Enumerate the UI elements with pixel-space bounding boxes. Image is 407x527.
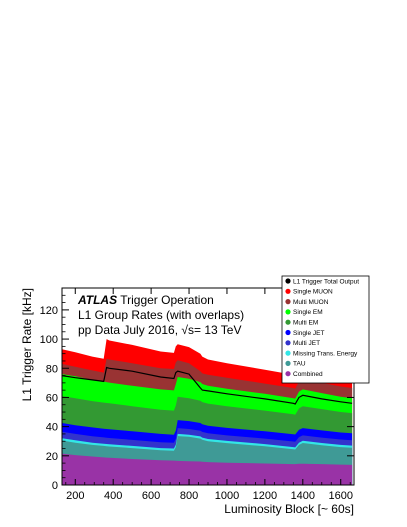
legend-item-single-jet: Single JET bbox=[285, 330, 324, 337]
legend-label: TAU bbox=[293, 361, 306, 368]
legend-item-combined: Combined bbox=[285, 371, 323, 378]
legend-item-single-em: Single EM bbox=[285, 309, 323, 316]
y-tick-label: 100 bbox=[40, 334, 58, 346]
y-tick-label: 40 bbox=[46, 422, 58, 434]
legend-marker bbox=[285, 288, 291, 294]
x-tick-label: 600 bbox=[142, 490, 160, 502]
x-tick-label: 800 bbox=[180, 490, 198, 502]
legend-label: Multi MUON bbox=[293, 299, 329, 306]
x-tick-label: 1600 bbox=[328, 490, 352, 502]
legend-item-missing-trans-energy: Missing Trans. Energy bbox=[285, 350, 358, 357]
atlas-annotation: ATLAS Trigger Operation L1 Group Rates (… bbox=[77, 293, 244, 337]
stacked-areas bbox=[62, 339, 353, 485]
y-tick-label: 20 bbox=[46, 451, 58, 463]
legend-item-tau: TAU bbox=[285, 360, 306, 368]
annotation-line1: Trigger Operation bbox=[117, 293, 214, 307]
x-tick-label: 200 bbox=[66, 490, 84, 502]
x-tick-label: 1000 bbox=[215, 490, 239, 502]
atlas-brand: ATLAS bbox=[77, 293, 117, 307]
legend-marker bbox=[285, 278, 291, 284]
legend-marker bbox=[285, 329, 291, 336]
legend-item-multi-muon: Multi MUON bbox=[285, 299, 329, 306]
legend-item-multi-em: Multi EM bbox=[285, 320, 318, 327]
legend-marker bbox=[285, 309, 291, 315]
legend-label: Combined bbox=[293, 371, 323, 378]
legend-marker bbox=[285, 350, 291, 356]
legend-label: L1 Trigger Total Output bbox=[293, 278, 359, 285]
legend-marker bbox=[285, 360, 291, 366]
legend-marker bbox=[285, 340, 291, 346]
line-l1-trigger-total-output bbox=[61, 366, 353, 405]
total-output-line-layer bbox=[61, 366, 353, 405]
legend: L1 Trigger Total Output Single MUON Multi … bbox=[281, 275, 370, 384]
y-axis-title: L1 Trigger Rate [kHz] bbox=[20, 288, 34, 401]
legend-label: Single JET bbox=[293, 330, 324, 337]
x-axis: 200 400 600 800 1000 1200 1400 1600 bbox=[65, 288, 353, 502]
x-tick-label: 1400 bbox=[291, 490, 315, 502]
y-tick-label: 60 bbox=[46, 392, 58, 404]
legend-marker bbox=[285, 299, 291, 305]
annotation-line3: pp Data July 2016, √s= 13 TeV bbox=[78, 323, 241, 337]
legend-label: Single MUON bbox=[293, 289, 333, 296]
x-axis-title: Luminosity Block [~ 60s] bbox=[224, 502, 354, 516]
legend-item-l1-trigger-total-output: L1 Trigger Total Output bbox=[285, 278, 359, 285]
legend-item-multi-jet: Multi JET bbox=[285, 340, 320, 347]
area-combined bbox=[62, 453, 353, 485]
x-tick-label: 400 bbox=[104, 490, 122, 502]
legend-label: Missing Trans. Energy bbox=[293, 350, 358, 357]
y-tick-label: 0 bbox=[52, 480, 58, 492]
legend-label: Multi EM bbox=[293, 320, 318, 327]
svg-text:ATLAS Trigger Operation: ATLAS Trigger Operation bbox=[77, 293, 214, 307]
x-tick-label: 1200 bbox=[253, 490, 277, 502]
legend-item-single-muon: Single MUON bbox=[285, 289, 333, 296]
legend-box bbox=[281, 275, 370, 384]
y-axis: 0 20 40 60 80 100 120 bbox=[40, 294, 354, 492]
y-tick-label: 120 bbox=[40, 305, 58, 317]
legend-label: Multi JET bbox=[293, 340, 320, 347]
legend-marker bbox=[285, 371, 291, 377]
legend-marker bbox=[285, 319, 291, 325]
y-tick-label: 80 bbox=[46, 363, 58, 375]
legend-label: Single EM bbox=[293, 309, 323, 316]
annotation-line2: L1 Group Rates (with overlaps) bbox=[78, 308, 244, 322]
